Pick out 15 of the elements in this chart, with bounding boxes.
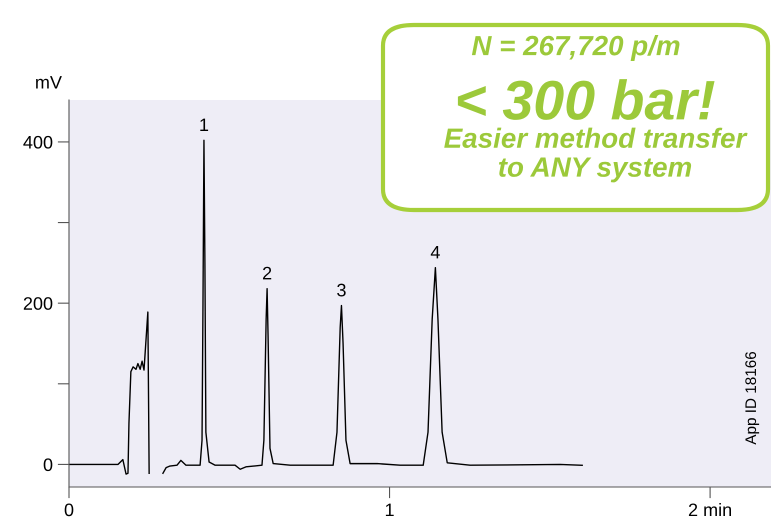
annotation: 2	[262, 266, 272, 280]
x-tick-label: 0	[64, 503, 74, 516]
text: N = 267,720 p/m	[472, 35, 680, 61]
y-tick-label: 400	[23, 136, 52, 149]
annotation: 4	[430, 246, 440, 258]
annotation: < 300 bar!	[458, 79, 715, 120]
annotation: App ID 18166	[745, 352, 760, 445]
y-tick-label: 200	[24, 297, 52, 310]
y-tick-label: 0	[44, 458, 52, 472]
x-tick-label: 1	[386, 504, 394, 516]
y-axis-title: mV	[36, 76, 62, 89]
annotation: 3	[337, 284, 346, 296]
annotation: Easier method transfer to ANY system	[444, 128, 748, 182]
annotation: 1	[200, 118, 208, 132]
x-tick-label: 2 min	[688, 502, 731, 516]
